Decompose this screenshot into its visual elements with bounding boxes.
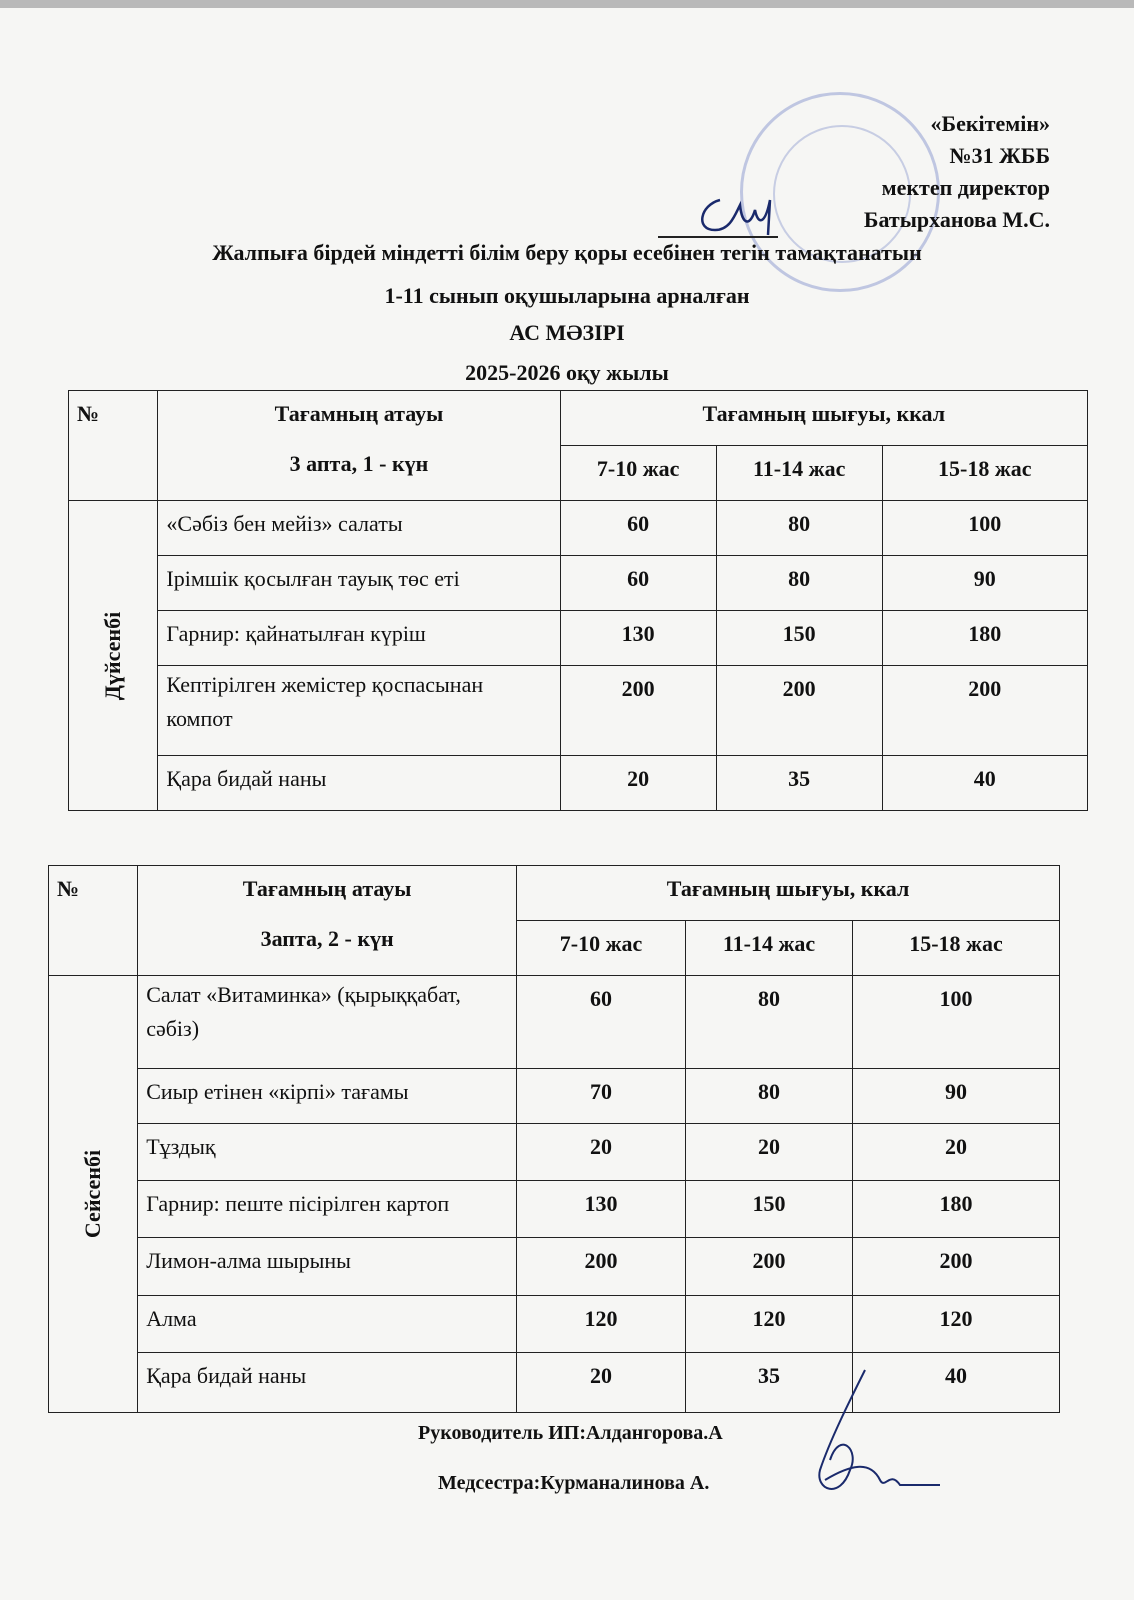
approval-line3: мектеп директор — [881, 175, 1050, 200]
title-line1: Жалпыға бірдей міндетті білім беру қоры … — [212, 240, 922, 265]
week-day-label: 3апта, 2 - күн — [260, 926, 394, 951]
approval-line1: «Бекітемін» — [930, 111, 1050, 136]
kcal-value: 120 — [684, 1295, 854, 1353]
dish-name: Тұздық — [137, 1123, 518, 1181]
kcal-value: 20 — [516, 1352, 686, 1413]
kcal-value: 20 — [852, 1123, 1060, 1181]
dish-name: Ірімшік қосылған тауық төс еті — [157, 555, 561, 611]
kcal-value: 150 — [684, 1180, 854, 1238]
kcal-value: 200 — [516, 1237, 686, 1296]
kcal-value: 60 — [559, 500, 717, 556]
day-label: Дүйсенбі — [100, 611, 126, 700]
table-row: Лимон-алма шырыны 200 200 200 — [49, 1237, 1060, 1296]
table-row: Гарнир: қайнатылған күріш 130 150 180 — [69, 610, 1089, 666]
table-row: Тұздық 20 20 20 — [49, 1123, 1060, 1181]
kcal-value: 200 — [559, 665, 717, 756]
kcal-value: 40 — [881, 755, 1089, 811]
menu-table-monday: № Тағамның атауы 3 апта, 1 - күн Тағамны… — [67, 390, 1089, 811]
dish-name: Кептірілген жемістер қоспасынан компот — [157, 665, 561, 756]
kcal-value: 20 — [516, 1123, 686, 1181]
no-header: № — [47, 865, 139, 976]
name-header-label: Тағамның атауы — [274, 401, 444, 426]
kcal-value: 80 — [715, 555, 883, 611]
dish-name: Алма — [137, 1295, 518, 1353]
kcal-value: 200 — [852, 1237, 1060, 1296]
name-header: Тағамның атауы 3 апта, 1 - күн — [157, 390, 561, 501]
dish-name: Гарнир: қайнатылған күріш — [157, 610, 561, 666]
kcal-value: 200 — [684, 1237, 854, 1296]
table-row: Кептірілген жемістер қоспасынан компот 2… — [69, 665, 1089, 756]
nurse-signature — [818, 1369, 940, 1490]
kcal-value: 200 — [881, 665, 1089, 756]
kcal-value: 120 — [516, 1295, 686, 1353]
table-row: Сейсенбі Салат «Витаминка» (қырыққабат, … — [47, 975, 1060, 1413]
age-header: 15-18 жас — [881, 445, 1089, 501]
day-label: Сейсенбі — [80, 1149, 106, 1239]
kcal-value: 180 — [852, 1180, 1060, 1238]
age-header: 15-18 жас — [852, 920, 1060, 976]
kcal-value: 120 — [852, 1295, 1060, 1353]
kcal-value: 40 — [852, 1352, 1060, 1413]
age-header: 11-14 жас — [715, 445, 883, 501]
dish-name: «Сәбіз бен мейіз» салаты — [157, 500, 561, 556]
dish-name: Қара бидай наны — [137, 1352, 518, 1413]
table-row: Алма 120 120 120 — [49, 1295, 1060, 1353]
approval-line4: Батырханова М.С. — [863, 207, 1050, 232]
age-header: 7-10 жас — [516, 920, 686, 976]
kcal-value: 35 — [715, 755, 883, 811]
signature-line — [658, 236, 778, 238]
yield-header: Тағамның шығуы, ккал — [516, 865, 1060, 921]
kcal-value: 200 — [715, 665, 883, 756]
approval-block: «Бекітемін» №31 ЖББ мектеп директор Баты… — [864, 108, 1050, 236]
nurse-line: Медсестра:Курманалинова А. — [438, 1472, 710, 1494]
kcal-value: 80 — [715, 500, 883, 556]
title-line3: АС МӘЗІРІ — [509, 320, 625, 345]
name-header: Тағамның атауы 3апта, 2 - күн — [137, 865, 518, 976]
kcal-value: 60 — [516, 975, 686, 1069]
kcal-value: 80 — [684, 1068, 854, 1124]
age-header: 11-14 жас — [684, 920, 854, 976]
kcal-value: 60 — [559, 555, 717, 611]
no-header: № — [67, 390, 159, 501]
age-header: 7-10 жас — [559, 445, 717, 501]
dish-name: Салат «Витаминка» (қырыққабат, сәбіз) — [137, 975, 518, 1069]
table-row: Ірімшік қосылған тауық төс еті 60 80 90 — [69, 555, 1089, 611]
school-stamp — [740, 92, 940, 292]
dish-name: Гарнир: пеште пісірілген картоп — [137, 1180, 518, 1238]
kcal-value: 130 — [516, 1180, 686, 1238]
scan-border — [0, 0, 1134, 8]
kcal-value: 180 — [881, 610, 1089, 666]
approval-line2: №31 ЖББ — [949, 143, 1050, 168]
manager-line: Руководитель ИП:Алдангорова.А — [418, 1422, 723, 1444]
kcal-value: 80 — [684, 975, 854, 1069]
director-signature — [701, 198, 772, 236]
yield-header: Тағамның шығуы, ккал — [559, 390, 1089, 446]
table-row: Сиыр етінен «кірпі» тағамы 70 80 90 — [49, 1068, 1060, 1124]
dish-name: Лимон-алма шырыны — [137, 1237, 518, 1296]
kcal-value: 35 — [684, 1352, 854, 1413]
kcal-value: 90 — [852, 1068, 1060, 1124]
dish-name: Қара бидай наны — [157, 755, 561, 811]
title-line4: 2025-2026 оқу жылы — [465, 360, 669, 385]
name-header-label: Тағамның атауы — [242, 876, 412, 901]
kcal-value: 100 — [852, 975, 1060, 1069]
table-row: Дүйсенбі «Сәбіз бен мейіз» салаты 60 80 … — [67, 500, 1089, 811]
day-cell: Дүйсенбі — [67, 500, 159, 811]
kcal-value: 20 — [559, 755, 717, 811]
kcal-value: 20 — [684, 1123, 854, 1181]
dish-name: Сиыр етінен «кірпі» тағамы — [137, 1068, 518, 1124]
kcal-value: 150 — [715, 610, 883, 666]
table-row: Қара бидай наны 20 35 40 — [69, 755, 1089, 811]
table-row: Гарнир: пеште пісірілген картоп 130 150 … — [49, 1180, 1060, 1238]
kcal-value: 130 — [559, 610, 717, 666]
kcal-value: 100 — [881, 500, 1089, 556]
menu-table-tuesday: № Тағамның атауы 3апта, 2 - күн Тағамның… — [47, 865, 1060, 1413]
kcal-value: 70 — [516, 1068, 686, 1124]
kcal-value: 90 — [881, 555, 1089, 611]
week-day-label: 3 апта, 1 - күн — [289, 451, 429, 476]
day-cell: Сейсенбі — [47, 975, 139, 1413]
title-line2: 1-11 сынып оқушыларына арналған — [384, 283, 750, 308]
table-row: Қара бидай наны 20 35 40 — [49, 1352, 1060, 1413]
